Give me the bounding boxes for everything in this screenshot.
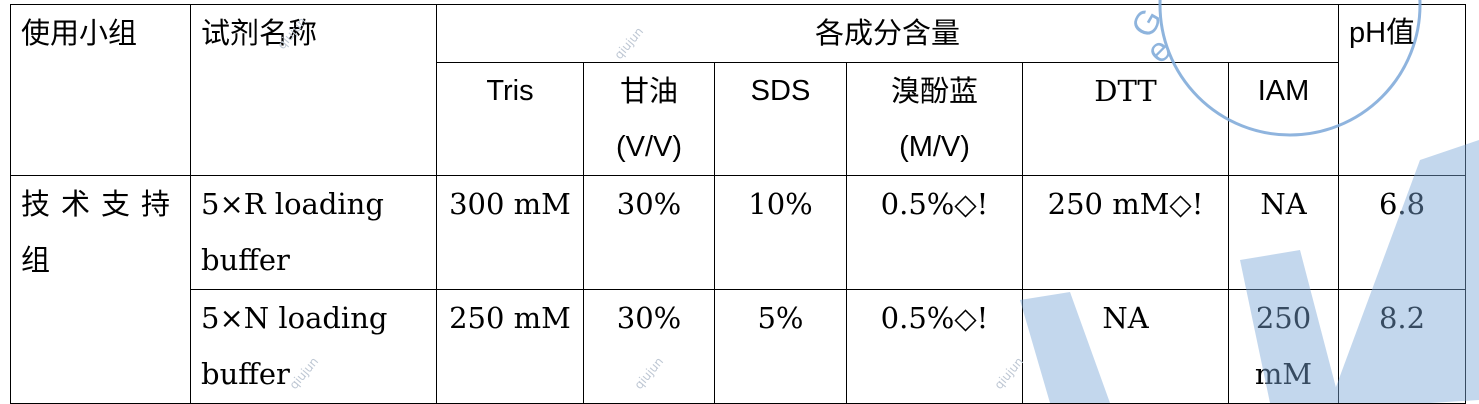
bromophenol-cell: 0.5%◇! [846,289,1023,404]
header-tris: Tris [436,62,584,176]
header-iam: IAM [1228,62,1339,176]
sds-cell: 5% [714,289,847,404]
bromophenol-cell: 0.5%◇! [846,175,1023,290]
glycerol-cell: 30% [583,289,715,404]
header-sds: SDS [714,62,847,176]
glycerol-cell: 30% [583,175,715,290]
header-bromophenol: 溴酚蓝 (M/V) [846,62,1023,176]
ph-cell: 6.8 [1338,175,1466,290]
sds-cell: 10% [714,175,847,290]
reagent-name-cell: 5×R loading buffer [190,175,437,290]
header-dtt: DTT [1022,62,1229,176]
group-name-cell: 技术支持 组 [10,175,191,404]
iam-cell: 250 mM [1228,289,1339,404]
reagent-name-cell: 5×N loading buffer [190,289,437,404]
dtt-cell: NA [1022,289,1229,404]
header-group: 使用小组 [10,4,191,176]
tris-cell: 250 mM [436,289,584,404]
header-ph: pH值 [1338,4,1466,176]
iam-cell: NA [1228,175,1339,290]
dtt-cell: 250 mM◇! [1022,175,1229,290]
header-reagent: 试剂名称 [190,4,437,176]
header-components: 各成分含量 [436,4,1339,63]
tris-cell: 300 mM [436,175,584,290]
reagent-table: 使用小组 试剂名称 各成分含量 pH值 Tris 甘油 (V/V) SDS 溴酚… [10,4,1466,404]
header-glycerol: 甘油 (V/V) [583,62,715,176]
ph-cell: 8.2 [1338,289,1466,404]
